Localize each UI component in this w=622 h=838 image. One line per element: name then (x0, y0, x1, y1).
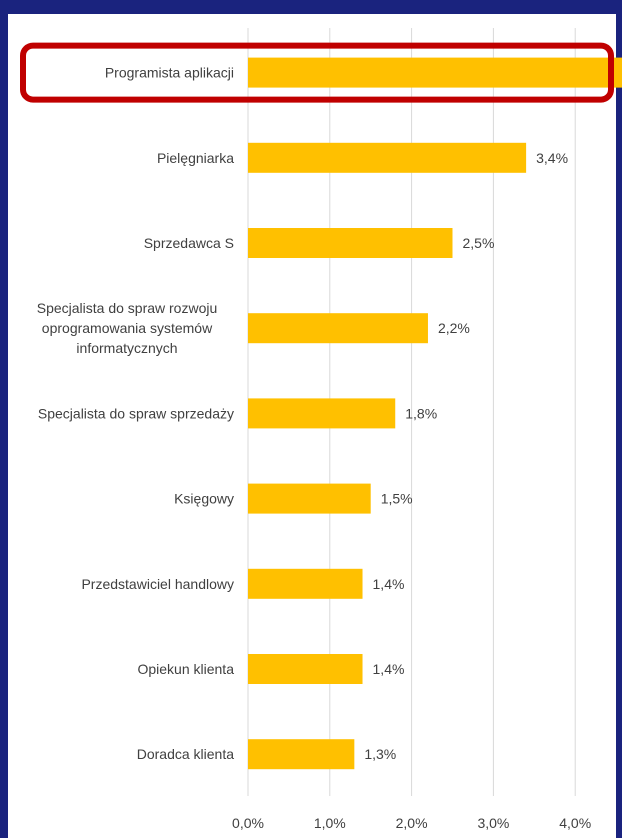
data-label: 1,4% (373, 576, 405, 592)
category-label: oprogramowania systemów (42, 320, 213, 336)
data-label: 2,2% (438, 320, 470, 336)
category-label: Księgowy (174, 491, 234, 507)
bar (248, 568, 363, 599)
x-tick-label: 2,0% (396, 815, 428, 831)
x-tick-label: 3,0% (477, 815, 509, 831)
bar (248, 739, 355, 770)
bar-layer (248, 57, 622, 770)
bar (248, 142, 527, 173)
category-label: Przedstawiciel handlowy (81, 576, 234, 592)
category-label: Specjalista do spraw sprzedaży (38, 405, 234, 421)
x-tick-label: 1,0% (314, 815, 346, 831)
label-layer: 5,3%Programista aplikacji3,4%Pielęgniark… (37, 65, 568, 763)
highlight-box (20, 42, 614, 103)
category-label: Sprzedawca S (144, 235, 234, 251)
bar (248, 57, 622, 88)
category-label: Opiekun klienta (137, 661, 234, 677)
bar (248, 398, 396, 429)
bar (248, 483, 371, 514)
bar (248, 654, 363, 684)
data-label: 1,3% (364, 746, 396, 762)
bar (248, 228, 453, 258)
bar (248, 313, 428, 344)
x-tick-label: 4,0% (559, 815, 591, 831)
category-label: Doradca klienta (137, 746, 234, 762)
category-label: informatycznych (76, 340, 177, 356)
data-label: 3,4% (536, 150, 568, 166)
x-tick-label: 0,0% (232, 815, 264, 831)
category-label: Specjalista do spraw rozwoju (37, 300, 218, 316)
highlight-layer (20, 42, 614, 103)
data-label: 1,4% (373, 661, 405, 677)
category-label: Programista aplikacji (105, 65, 234, 81)
category-label: Pielęgniarka (157, 150, 234, 166)
data-label: 1,8% (405, 405, 437, 421)
data-label: 1,5% (381, 491, 413, 507)
data-label: 2,5% (463, 235, 495, 251)
tick-layer: 0,0%1,0%2,0%3,0%4,0%5,0%6,0% (232, 815, 591, 831)
